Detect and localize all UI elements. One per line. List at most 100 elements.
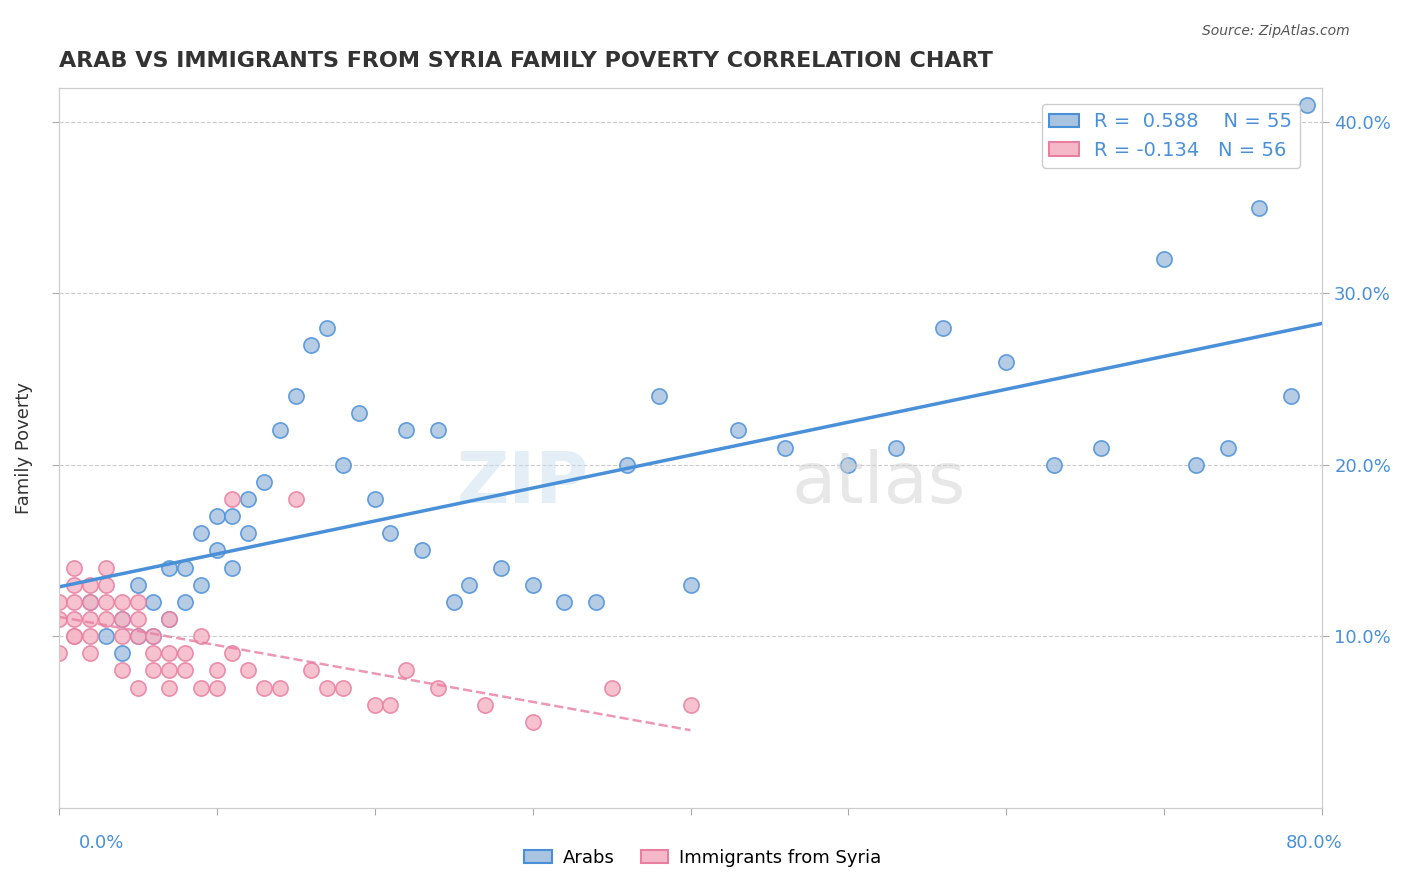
Point [190, 526, 212, 541]
Point [363, 491, 385, 506]
Point [63, 629, 86, 643]
Point [332, 681, 354, 695]
Point [63, 612, 86, 626]
Point [127, 578, 149, 592]
Point [79, 629, 101, 643]
Point [63, 595, 86, 609]
Point [157, 612, 180, 626]
Point [111, 612, 134, 626]
Point [332, 458, 354, 472]
Point [553, 595, 575, 609]
Point [79, 595, 101, 609]
Text: 0.0%: 0.0% [79, 834, 124, 852]
Point [127, 629, 149, 643]
Point [380, 698, 402, 712]
Point [269, 424, 291, 438]
Point [190, 578, 212, 592]
Point [363, 698, 385, 712]
Point [443, 595, 465, 609]
Point [221, 560, 243, 574]
Point [1249, 201, 1271, 215]
Point [94, 578, 117, 592]
Point [347, 406, 370, 420]
Point [142, 595, 165, 609]
Point [600, 681, 623, 695]
Point [284, 491, 307, 506]
Point [253, 681, 276, 695]
Point [269, 681, 291, 695]
Point [157, 560, 180, 574]
Point [190, 681, 212, 695]
Point [238, 491, 260, 506]
Point [380, 526, 402, 541]
Point [238, 664, 260, 678]
Point [426, 424, 449, 438]
Point [48, 612, 70, 626]
Point [775, 441, 797, 455]
Point [648, 389, 671, 403]
Text: 80.0%: 80.0% [1286, 834, 1343, 852]
Point [94, 629, 117, 643]
Point [395, 424, 418, 438]
Point [127, 681, 149, 695]
Point [157, 681, 180, 695]
Point [474, 698, 496, 712]
Point [111, 612, 134, 626]
Point [174, 664, 197, 678]
Point [585, 595, 607, 609]
Point [142, 629, 165, 643]
Point [63, 560, 86, 574]
Point [111, 629, 134, 643]
Text: atlas: atlas [792, 449, 966, 518]
Point [932, 320, 955, 334]
Point [221, 509, 243, 524]
Point [299, 664, 322, 678]
Point [157, 664, 180, 678]
Point [1295, 97, 1317, 112]
Y-axis label: Family Poverty: Family Poverty [15, 382, 32, 514]
Point [190, 629, 212, 643]
Point [111, 664, 134, 678]
Point [142, 646, 165, 660]
Point [127, 612, 149, 626]
Point [174, 646, 197, 660]
Point [1185, 458, 1208, 472]
Point [426, 681, 449, 695]
Point [63, 578, 86, 592]
Point [79, 595, 101, 609]
Legend: Arabs, Immigrants from Syria: Arabs, Immigrants from Syria [517, 842, 889, 874]
Point [79, 646, 101, 660]
Point [94, 612, 117, 626]
Point [221, 646, 243, 660]
Point [111, 646, 134, 660]
Point [837, 458, 859, 472]
Point [253, 475, 276, 489]
Point [679, 698, 702, 712]
Point [1090, 441, 1112, 455]
Point [111, 595, 134, 609]
Point [205, 509, 228, 524]
Point [127, 629, 149, 643]
Point [284, 389, 307, 403]
Point [157, 646, 180, 660]
Point [205, 681, 228, 695]
Point [127, 595, 149, 609]
Point [522, 714, 544, 729]
Point [884, 441, 907, 455]
Point [174, 595, 197, 609]
Text: ZIP: ZIP [457, 449, 589, 518]
Point [48, 646, 70, 660]
Point [299, 337, 322, 351]
Point [411, 543, 433, 558]
Legend: R =  0.588    N = 55, R = -0.134   N = 56: R = 0.588 N = 55, R = -0.134 N = 56 [1042, 104, 1301, 168]
Point [94, 560, 117, 574]
Point [238, 526, 260, 541]
Point [522, 578, 544, 592]
Text: Source: ZipAtlas.com: Source: ZipAtlas.com [1202, 24, 1350, 38]
Point [205, 664, 228, 678]
Point [316, 320, 339, 334]
Point [727, 424, 749, 438]
Point [679, 578, 702, 592]
Text: ARAB VS IMMIGRANTS FROM SYRIA FAMILY POVERTY CORRELATION CHART: ARAB VS IMMIGRANTS FROM SYRIA FAMILY POV… [59, 51, 993, 70]
Point [1216, 441, 1239, 455]
